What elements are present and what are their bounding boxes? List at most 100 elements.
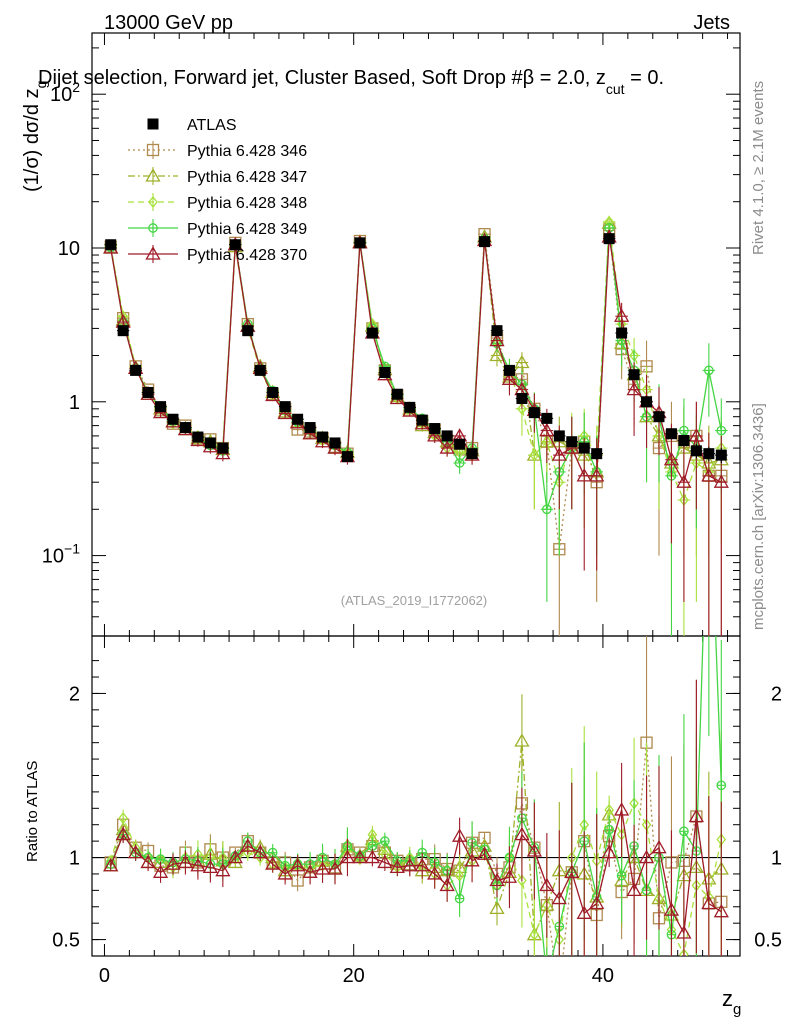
ratio-series-layer bbox=[103, 636, 729, 956]
data-point-atlas bbox=[454, 438, 466, 450]
ratio-point-p370 bbox=[551, 890, 567, 905]
data-point-p348 bbox=[517, 402, 527, 415]
ratio-point-p370 bbox=[364, 849, 380, 864]
data-point-atlas bbox=[292, 413, 304, 425]
data-point-p370 bbox=[501, 371, 518, 385]
ratio-ylabel: Ratio to ATLAS bbox=[24, 761, 41, 862]
data-point-atlas bbox=[366, 327, 378, 339]
main-ylabel-sub: g bbox=[33, 81, 49, 89]
header-left: 13000 GeV pp bbox=[104, 12, 233, 34]
ratio-y-tick-label: 1 bbox=[69, 848, 80, 870]
data-point-p370 bbox=[701, 468, 717, 482]
legend-marker-p347 bbox=[145, 168, 161, 182]
ratio-point-p370 bbox=[464, 852, 480, 867]
ratio-point-p349-cross bbox=[380, 836, 390, 846]
analysis-watermark: (ATLAS_2019_I1772062) bbox=[341, 593, 487, 608]
ratio-line-p348 bbox=[110, 801, 722, 956]
data-point-atlas bbox=[304, 422, 316, 434]
ratio-line-p347 bbox=[110, 740, 722, 935]
data-point-p370 bbox=[663, 451, 680, 466]
ratio-point-p370 bbox=[676, 925, 692, 939]
mcplots-credit: mcplots.cern.ch [arXiv:1306.3436] bbox=[750, 403, 767, 630]
main-y-tick-label: 10 bbox=[58, 238, 80, 260]
ratio-y-tick-label: 0.5 bbox=[52, 930, 80, 952]
header-right: Jets bbox=[693, 12, 730, 34]
ratio-point-p370 bbox=[614, 802, 630, 816]
data-point-atlas bbox=[279, 401, 291, 413]
data-point-atlas bbox=[441, 430, 453, 442]
legend: ATLAS Pythia 6.428 346 Pythia 6.428 347 Pyt… bbox=[128, 117, 307, 264]
ratio-point-p370 bbox=[215, 862, 231, 877]
data-point-atlas bbox=[665, 428, 677, 440]
x-axis-label-sub: g bbox=[733, 1001, 741, 1018]
data-point-p370 bbox=[277, 405, 293, 420]
legend-label-p370: Pythia 6.428 370 bbox=[187, 247, 307, 264]
data-point-atlas bbox=[354, 237, 366, 249]
data-point-atlas bbox=[479, 236, 491, 248]
ratio-point-p348 bbox=[529, 928, 540, 941]
legend-marker-atlas bbox=[147, 118, 159, 130]
legend-marker-p346 bbox=[146, 143, 160, 157]
data-point-atlas bbox=[391, 388, 403, 400]
ratio-point-p370 bbox=[476, 846, 493, 860]
ratio-series-p370 bbox=[103, 679, 729, 956]
data-point-p349 bbox=[679, 425, 689, 436]
data-point-atlas bbox=[541, 412, 553, 424]
data-point-p370 bbox=[427, 428, 443, 442]
ratio-point-p370 bbox=[489, 872, 505, 887]
ratio-point-p370 bbox=[227, 849, 243, 864]
data-point-atlas bbox=[117, 325, 129, 337]
data-point-p349-cross bbox=[455, 458, 464, 468]
data-point-atlas bbox=[317, 431, 329, 443]
x-tick-label: 40 bbox=[592, 965, 614, 987]
ratio-point-p370 bbox=[701, 895, 717, 910]
data-point-atlas bbox=[404, 401, 416, 413]
series-p346 bbox=[104, 224, 728, 636]
selection-title-sub: cut bbox=[606, 81, 625, 97]
data-point-p370 bbox=[713, 474, 729, 488]
legend-marker-p370 bbox=[145, 246, 161, 260]
ratio-axis-ticks: 0.5 0.5 1 1 2 2 bbox=[52, 660, 782, 952]
ratio-point-p370 bbox=[526, 843, 542, 857]
series-p370 bbox=[103, 229, 729, 636]
data-point-atlas bbox=[192, 431, 204, 443]
x-tick-label: 0 bbox=[99, 965, 110, 987]
data-point-p370 bbox=[564, 440, 580, 454]
ratio-point-p347 bbox=[514, 733, 530, 747]
data-point-atlas bbox=[641, 396, 653, 408]
legend-label-p347: Pythia 6.428 347 bbox=[187, 169, 307, 186]
legend-marker-p349 bbox=[148, 223, 158, 233]
data-point-atlas bbox=[678, 435, 690, 447]
data-point-atlas bbox=[429, 423, 441, 435]
ratio-y-tick-label-right: 1 bbox=[771, 848, 782, 870]
ratio-point-p370 bbox=[377, 854, 393, 869]
ratio-point-p370 bbox=[564, 864, 580, 878]
data-point-p370 bbox=[439, 440, 455, 454]
data-point-p370 bbox=[589, 468, 605, 482]
main-y-tick-label: 10−1 bbox=[42, 541, 80, 568]
data-point-atlas bbox=[217, 442, 229, 454]
ratio-point-p370 bbox=[638, 849, 655, 864]
ratio-point-p349 bbox=[616, 870, 627, 881]
y-tick-exponent: −1 bbox=[64, 541, 80, 557]
ratio-point-p370 bbox=[240, 838, 256, 852]
x-tick-label: 20 bbox=[343, 965, 365, 987]
data-point-atlas bbox=[229, 239, 241, 251]
ratio-point-p349 bbox=[679, 826, 689, 837]
ratio-point-p370 bbox=[314, 861, 331, 875]
data-point-atlas bbox=[616, 327, 628, 339]
ratio-point-p349-cross bbox=[679, 827, 689, 836]
ratio-point-p349-cross bbox=[717, 781, 726, 790]
ratio-point-p370 bbox=[713, 903, 729, 918]
ratio-point-p370 bbox=[439, 877, 455, 892]
data-point-atlas bbox=[603, 233, 615, 245]
ratio-point-p370 bbox=[252, 844, 268, 859]
data-point-atlas bbox=[566, 436, 578, 448]
ratio-point-p349-cross bbox=[268, 848, 277, 857]
ratio-point-p370 bbox=[190, 857, 206, 872]
ratio-point-p349 bbox=[604, 824, 615, 835]
ratio-line-p370 bbox=[110, 809, 722, 936]
data-point-atlas bbox=[242, 325, 254, 337]
data-point-atlas bbox=[167, 413, 179, 425]
